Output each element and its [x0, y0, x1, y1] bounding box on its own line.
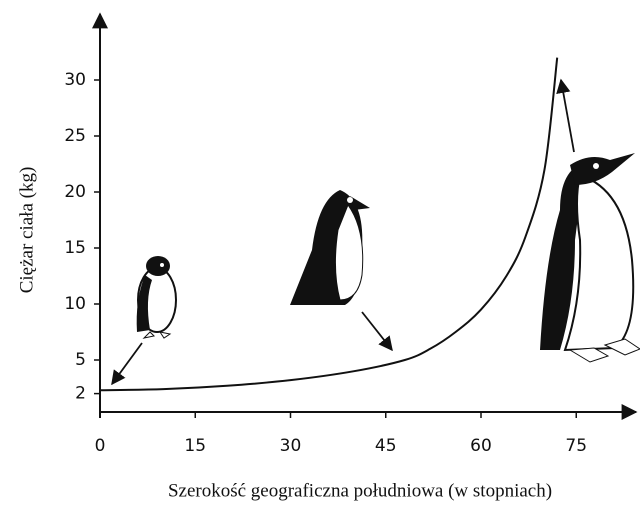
x-tick-label: 60	[470, 436, 492, 456]
pointer-arrow	[361, 311, 393, 352]
x-tick-label: 45	[375, 436, 397, 456]
y-tick-label: 10	[64, 294, 86, 314]
x-tick-label: 75	[565, 436, 587, 456]
pointer-arrow	[111, 342, 143, 386]
y-tick-label: 30	[64, 70, 86, 90]
x-tick-label: 15	[184, 436, 206, 456]
data-line	[99, 57, 559, 392]
y-tick-label: 5	[75, 350, 86, 370]
y-tick-label: 15	[64, 238, 86, 258]
x-axis-label: Szerokość geograficzna południowa (w sto…	[168, 480, 552, 501]
y-tick-label: 25	[64, 126, 86, 146]
large-penguin	[540, 153, 640, 363]
y-axis-label: Ciężar ciała (kg)	[16, 167, 37, 294]
medium-penguin	[290, 190, 370, 305]
small-penguin	[136, 256, 177, 339]
x-tick-label: 30	[280, 436, 302, 456]
pointer-arrow	[556, 78, 575, 153]
x-tick-label: 0	[95, 436, 106, 456]
y-tick-label: 20	[64, 182, 86, 202]
y-tick-label: 2	[75, 384, 86, 404]
